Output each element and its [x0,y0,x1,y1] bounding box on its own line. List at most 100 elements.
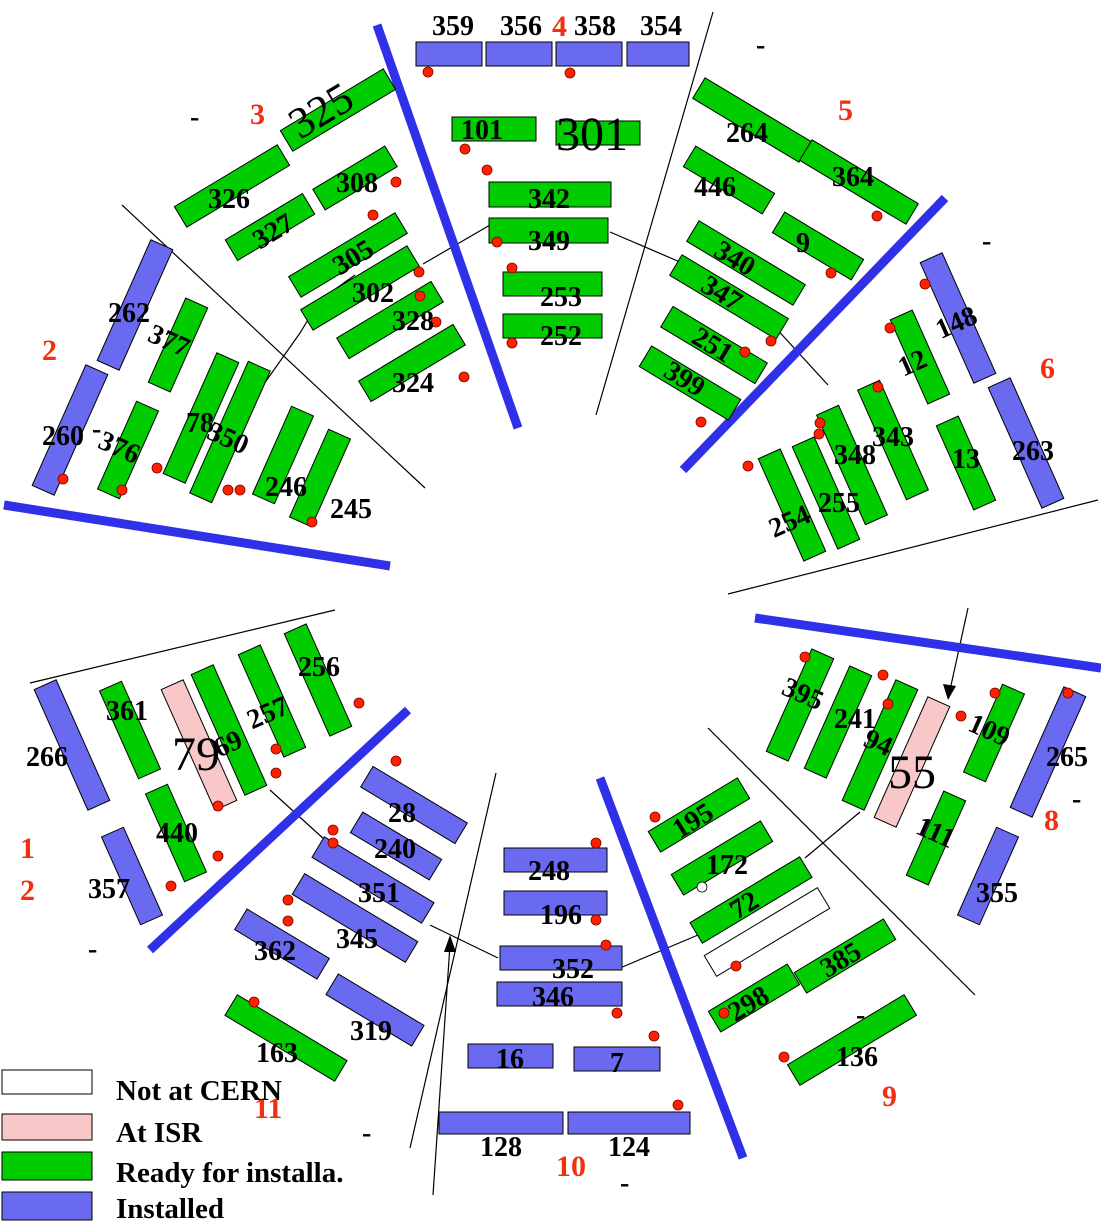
chamber-label: 28 [388,798,416,829]
chamber-101 [451,116,537,142]
status-dot [739,346,751,358]
status-dot [353,697,365,709]
inner-ring-line [772,324,829,386]
chamber-128 [438,1111,564,1135]
chamber-355 [956,826,1020,926]
chamber-327 [224,192,316,262]
chamber-262 [96,239,174,371]
status-dot [116,484,128,496]
chamber-266 [33,679,111,811]
chamber-136 [786,994,918,1086]
dash-mark: - [92,414,101,445]
chamber-label: 245 [330,494,372,525]
chamber-label: 362 [254,936,296,967]
chamber-label: 351 [358,878,400,909]
chamber-label: 256 [298,652,340,683]
legend-label-installed: Installed [116,1193,224,1221]
status-dot [248,996,260,1008]
chamber-label: 308 [336,168,378,199]
chamber-label: 253 [540,282,582,313]
chamber-79 [160,679,238,811]
status-dot [390,755,402,767]
chamber-label: 124 [608,1132,650,1163]
dash-marks: - - - - - - - - - [88,30,1081,1199]
chamber-label: 248 [528,856,570,887]
legend-swatch-at-isr [1,1113,93,1141]
status-dot [270,743,282,755]
chamber-label: 348 [834,440,876,471]
legend-swatch-not-at-cern [1,1069,93,1095]
chamber-109 [962,683,1026,783]
chamber-label: 263 [1012,436,1054,467]
sector-number: 9 [882,1080,897,1113]
chamber-248 [503,847,608,873]
chamber-label: 302 [352,278,394,309]
chamber-label: 346 [532,982,574,1013]
pointer-arrowhead [444,935,456,952]
chamber-195 [647,777,751,853]
chamber-253 [502,271,603,297]
chamber-label: 356 [500,11,542,42]
legend-label-ready: Ready for installa. [116,1157,343,1189]
status-dot [730,960,742,972]
dash-mark: - [620,1168,629,1199]
status-dot [430,316,442,328]
legend-swatch-ready [1,1151,93,1181]
chamber-label: 446 [694,172,736,203]
chamber-328 [335,280,445,360]
status-dot [649,811,661,823]
chamber-385 [793,918,897,994]
chamber-362 [233,908,331,980]
chamber-340 [685,220,807,306]
sector-boundary-line [372,23,523,430]
status-dot [327,837,339,849]
chamber-376 [96,400,160,500]
status-dot [327,824,339,836]
chamber-298 [707,963,801,1033]
status-dot [506,262,518,274]
spoke-line [121,204,426,489]
chamber-240 [349,811,443,881]
status-dot [1062,687,1074,699]
chamber-label: 7 [610,1048,624,1079]
chamber-352 [499,945,623,971]
pointer-arrowhead [943,684,956,700]
status-dot [506,337,518,349]
chamber-345 [291,873,419,963]
status-dot [491,236,503,248]
chamber-label: 354 [640,11,682,42]
status-dot [590,837,602,849]
sector-number: 1 [20,832,35,865]
chamber-label: 265 [1046,742,1088,773]
chamber-label: 266 [26,742,68,773]
chamber-196 [503,890,608,916]
dash-mark: - [982,226,991,257]
chamber-label: 349 [528,226,570,257]
chamber-245 [288,428,352,528]
legend-label-at-isr: At ISR [116,1117,203,1149]
chamber-label: 326 [208,184,250,215]
chamber-354 [626,41,690,67]
status-dot [718,1007,730,1019]
status-dot [222,484,234,496]
chamber-label: 357 [88,874,130,905]
chamber-124 [567,1111,691,1135]
sector-boundary-line [146,706,412,954]
chamber-348 [815,404,889,526]
status-dot [600,939,612,951]
chamber-148 [919,252,997,384]
chamber-label: 55 [888,746,936,799]
sector-number: 10 [556,1150,586,1183]
chamber-label: 440 [156,818,198,849]
chamber-label: 196 [540,900,582,931]
status-dot [955,710,967,722]
chamber-label: 260 [42,421,84,452]
chamber-346 [496,981,623,1007]
chamber-343 [856,379,930,501]
chamber-label: 264 [726,118,768,149]
status-dot [814,417,826,429]
pointer-line [432,944,451,1196]
chamber-label: 128 [480,1132,522,1163]
